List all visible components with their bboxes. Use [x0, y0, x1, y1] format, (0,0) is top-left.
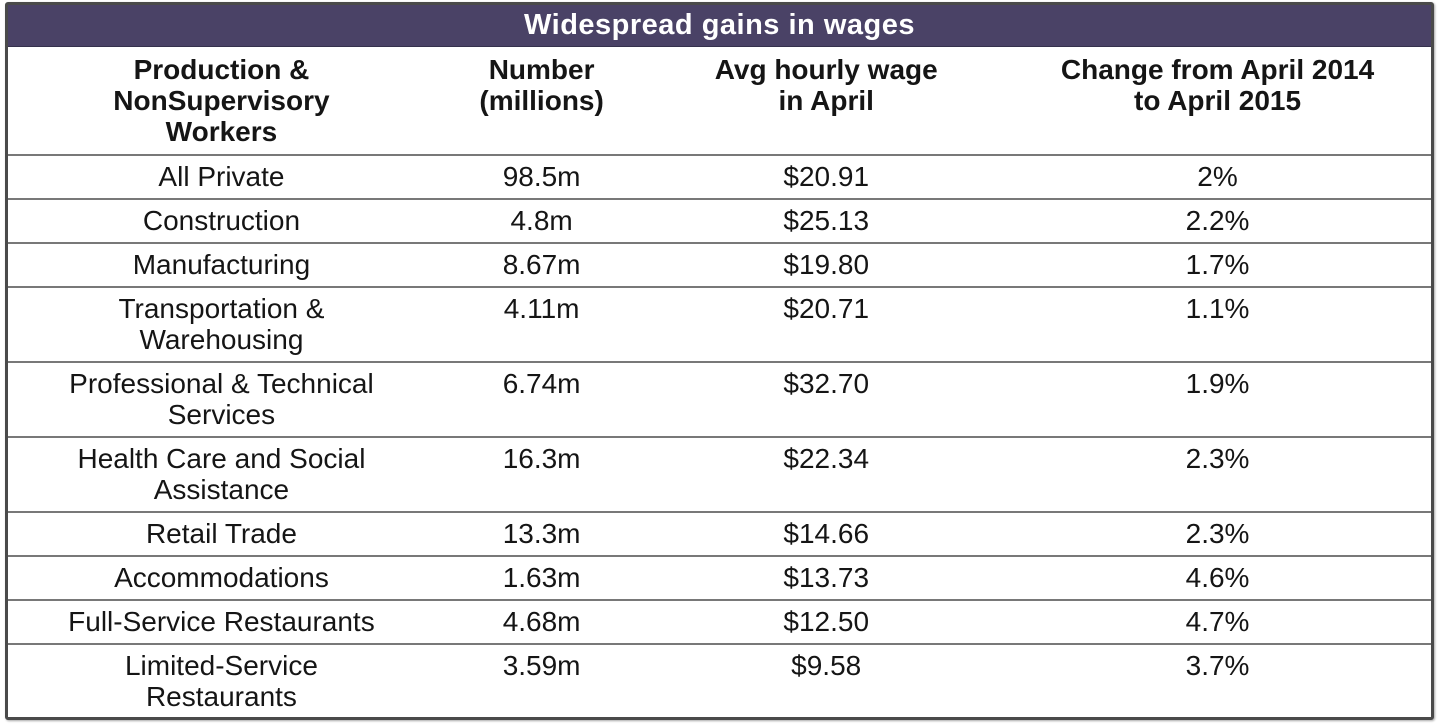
table-row: Manufacturing 8.67m $19.80 1.7% — [8, 242, 1431, 287]
change-cell: 2.3% — [1004, 436, 1431, 512]
change-cell: 2.2% — [1004, 198, 1431, 243]
table-row: Full-Service Restaurants 4.68m $12.50 4.… — [8, 599, 1431, 644]
table-row: Retail Trade 13.3m $14.66 2.3% — [8, 511, 1431, 556]
table-title-text: Widespread gains in wages — [524, 9, 915, 41]
wage-cell: $13.73 — [648, 555, 1005, 600]
table-row: Limited-Service Restaurants 3.59m $9.58 … — [8, 643, 1431, 717]
table-row: Health Care and Social Assistance 16.3m … — [8, 436, 1431, 512]
change-cell: 4.7% — [1004, 599, 1431, 644]
table-header: Production & NonSupervisory Workers Numb… — [8, 47, 1431, 155]
number-cell: 6.74m — [434, 361, 649, 437]
table-row: Accommodations 1.63m $13.73 4.6% — [8, 555, 1431, 600]
column-header-wage: Avg hourly wage in April — [714, 54, 938, 116]
wage-cell: $20.91 — [648, 154, 1005, 199]
wage-cell: $14.66 — [648, 511, 1005, 556]
wage-table-panel: Widespread gains in wages Production & N… — [5, 2, 1434, 720]
category-cell: Manufacturing — [8, 242, 435, 287]
column-header-number: Number (millions) — [479, 54, 604, 116]
category-cell: Accommodations — [8, 555, 435, 600]
category-cell: Limited-Service Restaurants — [8, 643, 435, 717]
wage-cell: $20.71 — [648, 286, 1005, 362]
wages-table: Production & NonSupervisory Workers Numb… — [8, 47, 1431, 717]
change-cell: 2.3% — [1004, 511, 1431, 556]
table-row: Professional & Technical Services 6.74m … — [8, 361, 1431, 437]
category-cell: Full-Service Restaurants — [8, 599, 435, 644]
category-cell: Health Care and Social Assistance — [8, 436, 435, 512]
category-cell: All Private — [8, 154, 435, 199]
column-header-change: Change from April 2014 to April 2015 — [1060, 54, 1375, 116]
table-row: All Private 98.5m $20.91 2% — [8, 154, 1431, 199]
number-cell: 1.63m — [434, 555, 649, 600]
number-cell: 4.11m — [434, 286, 649, 362]
table-body: All Private 98.5m $20.91 2% Construction… — [8, 154, 1431, 717]
number-cell: 4.8m — [434, 198, 649, 243]
number-cell: 98.5m — [434, 154, 649, 199]
wage-cell: $12.50 — [648, 599, 1005, 644]
change-cell: 4.6% — [1004, 555, 1431, 600]
change-cell: 2% — [1004, 154, 1431, 199]
change-cell: 1.1% — [1004, 286, 1431, 362]
number-cell: 13.3m — [434, 511, 649, 556]
number-cell: 16.3m — [434, 436, 649, 512]
header-row: Production & NonSupervisory Workers Numb… — [8, 47, 1431, 155]
table-row: Transportation & Warehousing 4.11m $20.7… — [8, 286, 1431, 362]
category-cell: Construction — [8, 198, 435, 243]
category-cell: Transportation & Warehousing — [8, 286, 435, 362]
table-row: Construction 4.8m $25.13 2.2% — [8, 198, 1431, 243]
change-cell: 1.9% — [1004, 361, 1431, 437]
change-cell: 3.7% — [1004, 643, 1431, 717]
table-title: Widespread gains in wages — [8, 5, 1431, 47]
category-cell: Retail Trade — [8, 511, 435, 556]
number-cell: 4.68m — [434, 599, 649, 644]
wage-cell: $25.13 — [648, 198, 1005, 243]
number-cell: 8.67m — [434, 242, 649, 287]
category-cell: Professional & Technical Services — [8, 361, 435, 437]
wage-cell: $32.70 — [648, 361, 1005, 437]
wage-cell: $19.80 — [648, 242, 1005, 287]
wage-cell: $22.34 — [648, 436, 1005, 512]
change-cell: 1.7% — [1004, 242, 1431, 287]
wage-cell: $9.58 — [648, 643, 1005, 717]
number-cell: 3.59m — [434, 643, 649, 717]
column-header-workers: Production & NonSupervisory Workers — [113, 54, 330, 147]
